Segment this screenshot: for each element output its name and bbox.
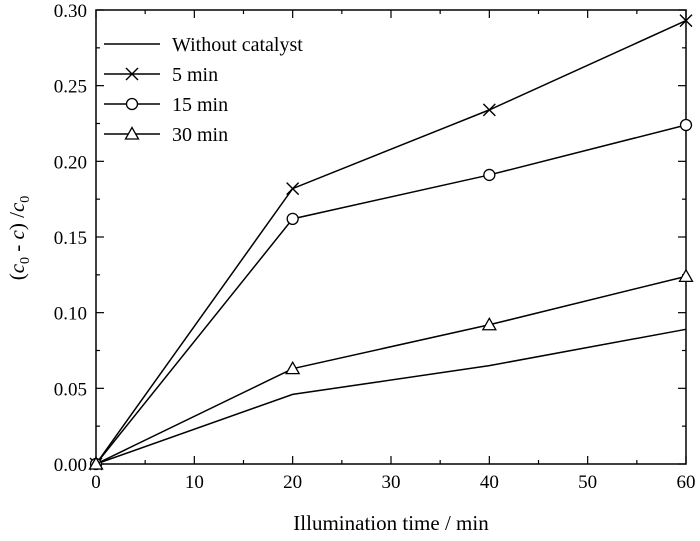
legend-marker	[124, 126, 140, 140]
legend-label: 5 min	[172, 64, 218, 86]
data-point	[679, 14, 693, 28]
legend-entry: 30 min	[104, 124, 228, 146]
x-tick-label: 30	[382, 472, 401, 493]
series-line	[95, 124, 687, 465]
y-tick-label: 0.15	[54, 228, 87, 249]
y-tick-label: 0.10	[54, 304, 87, 325]
legend-marker	[125, 97, 139, 111]
data-point	[88, 456, 104, 470]
y-axis-title-close: ) /	[5, 212, 29, 230]
y-tick-label: 0.30	[54, 1, 87, 22]
ticks: 0 10 20 30 40 50 60 0.00 0.05 0.10 0.15 0.20 0.25 0.3…	[54, 1, 696, 493]
y-tick-label: 0.05	[54, 379, 87, 400]
x-marker-stroke	[125, 67, 139, 81]
y-axis-title-denominator-subscript: 0	[18, 196, 33, 203]
data-point	[482, 103, 496, 117]
data-point	[285, 360, 301, 375]
data-point	[286, 212, 299, 225]
legend-entry: 15 min	[104, 94, 228, 116]
y-axis-title-open: (	[5, 273, 29, 280]
data-point	[481, 316, 497, 331]
series-3	[88, 268, 694, 470]
x-tick-label: 10	[185, 472, 204, 493]
y-axis-title-c-symbol: c	[5, 229, 29, 239]
legend: Without catalyst 5 min 15 min 30 min	[104, 34, 303, 146]
data-point	[678, 268, 694, 282]
x-marker-stroke	[679, 14, 693, 28]
data-point	[483, 168, 496, 182]
legend-entry: Without catalyst	[104, 34, 303, 56]
x-tick-label: 20	[283, 472, 302, 493]
legend-label: 15 min	[172, 94, 228, 116]
x-marker-stroke	[482, 103, 496, 117]
series-0	[95, 328, 687, 465]
y-tick-label: 0.00	[54, 455, 87, 476]
legend-label: 30 min	[172, 124, 228, 146]
y-axis-title-minus: -	[5, 239, 29, 257]
y-tick-label: 0.25	[54, 77, 87, 98]
y-axis-title-c0-subscript: 0	[18, 257, 33, 264]
series	[88, 14, 694, 471]
series-2	[89, 118, 693, 471]
legend-entry: 5 min	[104, 64, 218, 86]
series-line	[95, 19, 687, 465]
x-tick-label: 50	[578, 472, 597, 493]
data-point	[679, 118, 693, 132]
x-axis-title: Illumination time / min	[293, 511, 489, 535]
y-tick-label: 0.20	[54, 152, 87, 173]
series-line	[95, 275, 687, 465]
x-tick-label: 60	[677, 472, 696, 493]
x-marker-stroke	[286, 182, 300, 196]
legend-label: Without catalyst	[172, 34, 303, 56]
x-tick-label: 0	[91, 472, 101, 493]
x-tick-label: 40	[480, 472, 499, 493]
y-axis-title-c0-symbol: c	[5, 263, 29, 273]
series-line	[95, 328, 687, 465]
data-point	[286, 182, 300, 196]
y-axis-title-denominator-symbol: c	[5, 202, 29, 212]
y-axis-title: (c0 - c) /c0	[5, 196, 33, 281]
legend-marker	[125, 67, 139, 81]
